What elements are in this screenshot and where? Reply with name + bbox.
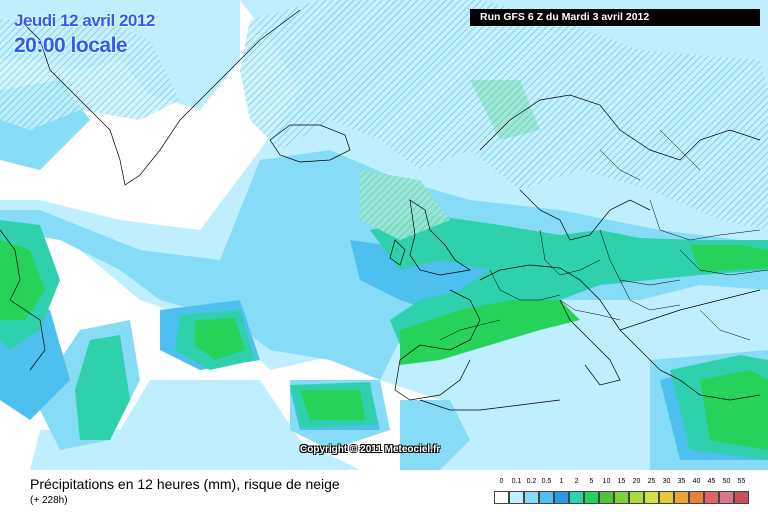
legend-label: 10 (602, 478, 611, 485)
legend-label: 0 (499, 478, 504, 485)
legend-swatch (494, 491, 509, 504)
legend-swatch (629, 491, 644, 504)
legend-label: 40 (692, 478, 701, 485)
legend-swatch (659, 491, 674, 504)
legend-label: 0.2 (526, 478, 537, 485)
color-legend: 0 0.1 0.2 0.5 1 2 5 10 15 20 25 30 35 40 45 50 55 (490, 478, 762, 510)
legend-label: 0.5 (541, 478, 552, 485)
legend-swatch (734, 491, 749, 504)
legend-label: 15 (617, 478, 626, 485)
legend-swatch (644, 491, 659, 504)
legend-swatch (719, 491, 734, 504)
legend-swatch (599, 491, 614, 504)
legend-label: 0.1 (511, 478, 522, 485)
legend-swatch (584, 491, 599, 504)
legend-swatch (689, 491, 704, 504)
legend-swatch (569, 491, 584, 504)
legend-color-bar (494, 491, 749, 504)
legend-swatch (524, 491, 539, 504)
legend-swatch (539, 491, 554, 504)
legend-label: 25 (647, 478, 656, 485)
legend-swatch (614, 491, 629, 504)
map-footer: Précipitations en 12 heures (mm), risque… (0, 470, 768, 512)
legend-label: 1 (559, 478, 564, 485)
map-canvas (0, 0, 768, 470)
legend-label: 5 (589, 478, 594, 485)
map-title: Précipitations en 12 heures (mm), risque… (30, 476, 340, 492)
legend-swatch (674, 491, 689, 504)
copyright-notice: Copyright © 2011 Meteociel.fr (300, 444, 441, 455)
forecast-local-time: 20:00 locale (14, 34, 128, 57)
coastlines (0, 9, 761, 411)
precipitation-map: Jeudi 12 avril 2012 20:00 locale Run GFS… (0, 0, 768, 470)
legend-swatch (704, 491, 719, 504)
legend-swatch (554, 491, 569, 504)
country-borders (439, 129, 768, 341)
legend-label: 35 (677, 478, 686, 485)
forecast-date: Jeudi 12 avril 2012 (14, 11, 155, 30)
very-heavy-precip-layer (0, 240, 768, 450)
legend-label: 45 (707, 478, 716, 485)
legend-labels: 0 0.1 0.2 0.5 1 2 5 10 15 20 25 30 35 40 45 50 55 (490, 478, 762, 488)
run-info-box: Run GFS 6 Z du Mardi 3 avril 2012 (470, 9, 760, 26)
legend-label: 50 (722, 478, 731, 485)
legend-label: 30 (662, 478, 671, 485)
legend-label: 55 (737, 478, 746, 485)
legend-label: 20 (632, 478, 641, 485)
legend-label: 2 (574, 478, 579, 485)
snow-risk-layer (0, 0, 768, 240)
forecast-lead-time: (+ 228h) (30, 495, 68, 506)
legend-swatch (509, 491, 524, 504)
